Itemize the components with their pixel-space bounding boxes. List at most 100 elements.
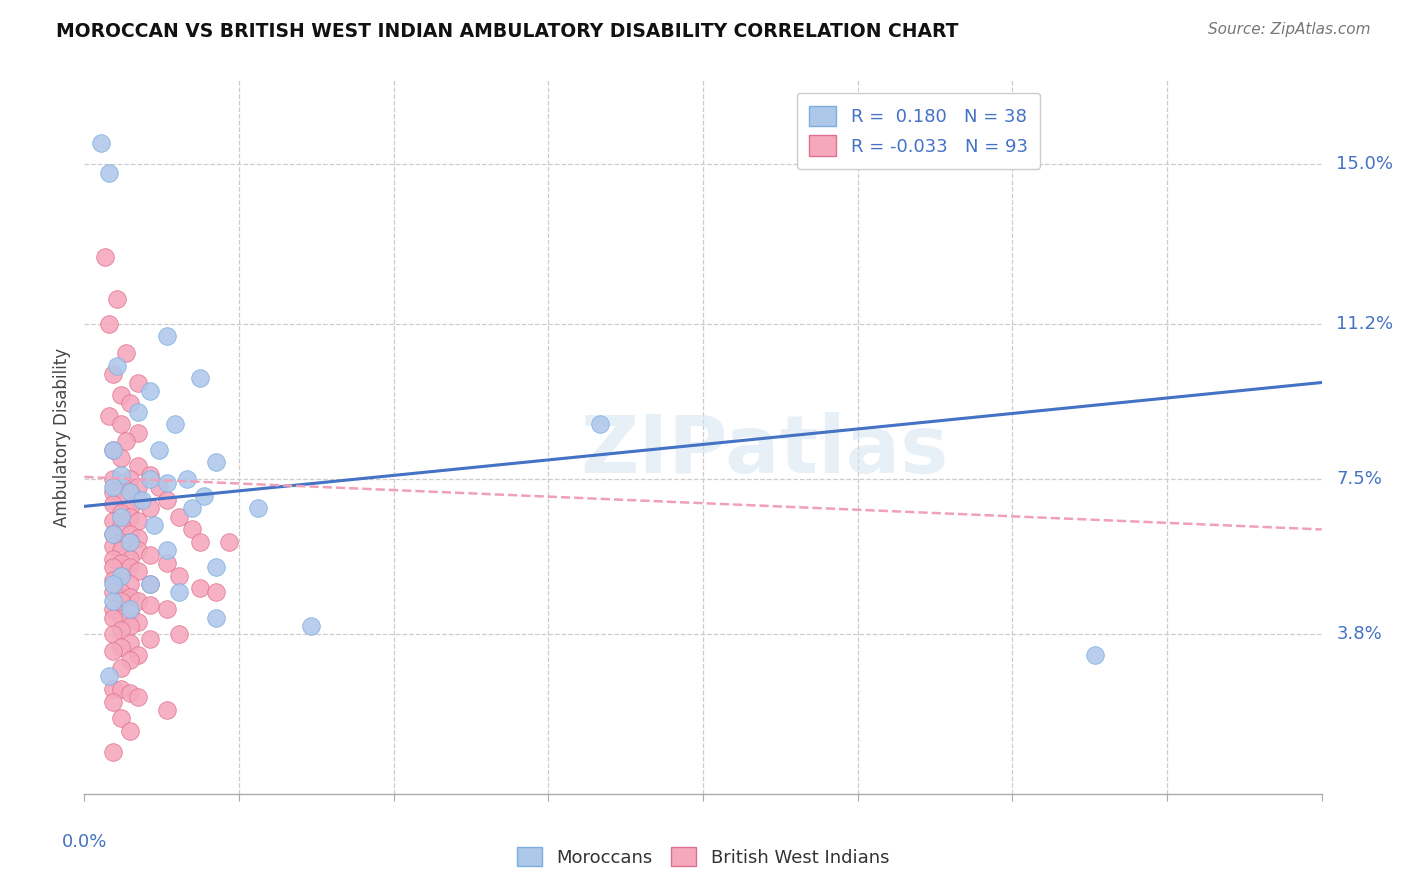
Point xyxy=(193,489,215,503)
Point xyxy=(118,602,141,616)
Point xyxy=(110,661,132,675)
Point xyxy=(118,560,141,574)
Point xyxy=(118,501,141,516)
Point xyxy=(103,480,125,494)
Point xyxy=(103,573,125,587)
Point xyxy=(127,594,149,608)
Point xyxy=(167,585,190,599)
Point xyxy=(139,577,162,591)
Point xyxy=(118,396,141,410)
Point xyxy=(94,250,117,264)
Point xyxy=(176,472,198,486)
Point xyxy=(110,417,132,432)
Point xyxy=(127,376,149,390)
Point xyxy=(110,506,132,520)
Point xyxy=(127,690,149,705)
Point xyxy=(118,472,141,486)
Point xyxy=(103,594,125,608)
Point xyxy=(148,442,170,457)
Point xyxy=(103,627,125,641)
Text: 11.2%: 11.2% xyxy=(1337,315,1393,333)
Point xyxy=(118,484,141,499)
Point xyxy=(143,518,166,533)
Point xyxy=(589,417,612,432)
Point xyxy=(118,607,141,621)
Point xyxy=(110,535,132,549)
Point xyxy=(118,484,141,499)
Point xyxy=(118,535,141,549)
Point xyxy=(218,535,240,549)
Point xyxy=(103,694,125,708)
Point xyxy=(118,551,141,566)
Point xyxy=(139,472,162,486)
Point xyxy=(118,509,141,524)
Point xyxy=(105,359,128,373)
Point xyxy=(139,467,162,482)
Point xyxy=(110,556,132,570)
Point xyxy=(103,745,125,759)
Point xyxy=(156,556,179,570)
Point xyxy=(156,703,179,717)
Point xyxy=(127,565,149,579)
Point xyxy=(127,531,149,545)
Point xyxy=(103,681,125,696)
Point xyxy=(118,636,141,650)
Point xyxy=(103,472,125,486)
Point xyxy=(114,346,136,360)
Point xyxy=(139,632,162,646)
Point xyxy=(139,384,162,398)
Point xyxy=(148,480,170,494)
Point xyxy=(110,681,132,696)
Point xyxy=(188,535,211,549)
Point xyxy=(118,590,141,604)
Point xyxy=(139,548,162,562)
Point xyxy=(127,480,149,494)
Point xyxy=(110,568,132,582)
Point xyxy=(103,551,125,566)
Point xyxy=(165,417,187,432)
Point xyxy=(118,526,141,541)
Point xyxy=(139,577,162,591)
Point xyxy=(110,594,132,608)
Point xyxy=(90,136,112,151)
Point xyxy=(167,509,190,524)
Point xyxy=(103,484,125,499)
Point xyxy=(110,543,132,558)
Point xyxy=(103,442,125,457)
Point xyxy=(110,610,132,624)
Point xyxy=(139,501,162,516)
Legend: Moroccans, British West Indians: Moroccans, British West Indians xyxy=(509,840,897,874)
Text: 3.8%: 3.8% xyxy=(1337,625,1382,643)
Point xyxy=(167,568,190,582)
Point xyxy=(118,619,141,633)
Text: Source: ZipAtlas.com: Source: ZipAtlas.com xyxy=(1208,22,1371,37)
Point xyxy=(127,459,149,474)
Point xyxy=(118,723,141,738)
Point xyxy=(103,514,125,528)
Point xyxy=(118,652,141,666)
Text: 7.5%: 7.5% xyxy=(1337,470,1382,488)
Point xyxy=(98,409,121,423)
Point xyxy=(98,166,121,180)
Point xyxy=(205,585,228,599)
Point xyxy=(105,292,128,306)
Text: ZIPatlas: ZIPatlas xyxy=(581,412,949,491)
Point xyxy=(103,602,125,616)
Point xyxy=(110,711,132,725)
Point xyxy=(188,581,211,595)
Point xyxy=(127,543,149,558)
Point xyxy=(103,577,125,591)
Point xyxy=(205,610,228,624)
Point xyxy=(1084,648,1107,663)
Point xyxy=(103,644,125,658)
Text: 0.0%: 0.0% xyxy=(62,833,107,851)
Point xyxy=(110,568,132,582)
Point xyxy=(110,518,132,533)
Point xyxy=(98,669,121,683)
Point xyxy=(118,686,141,700)
Point xyxy=(180,523,202,537)
Text: 15.0%: 15.0% xyxy=(1337,155,1393,173)
Point xyxy=(299,619,322,633)
Point xyxy=(139,598,162,612)
Point xyxy=(110,388,132,402)
